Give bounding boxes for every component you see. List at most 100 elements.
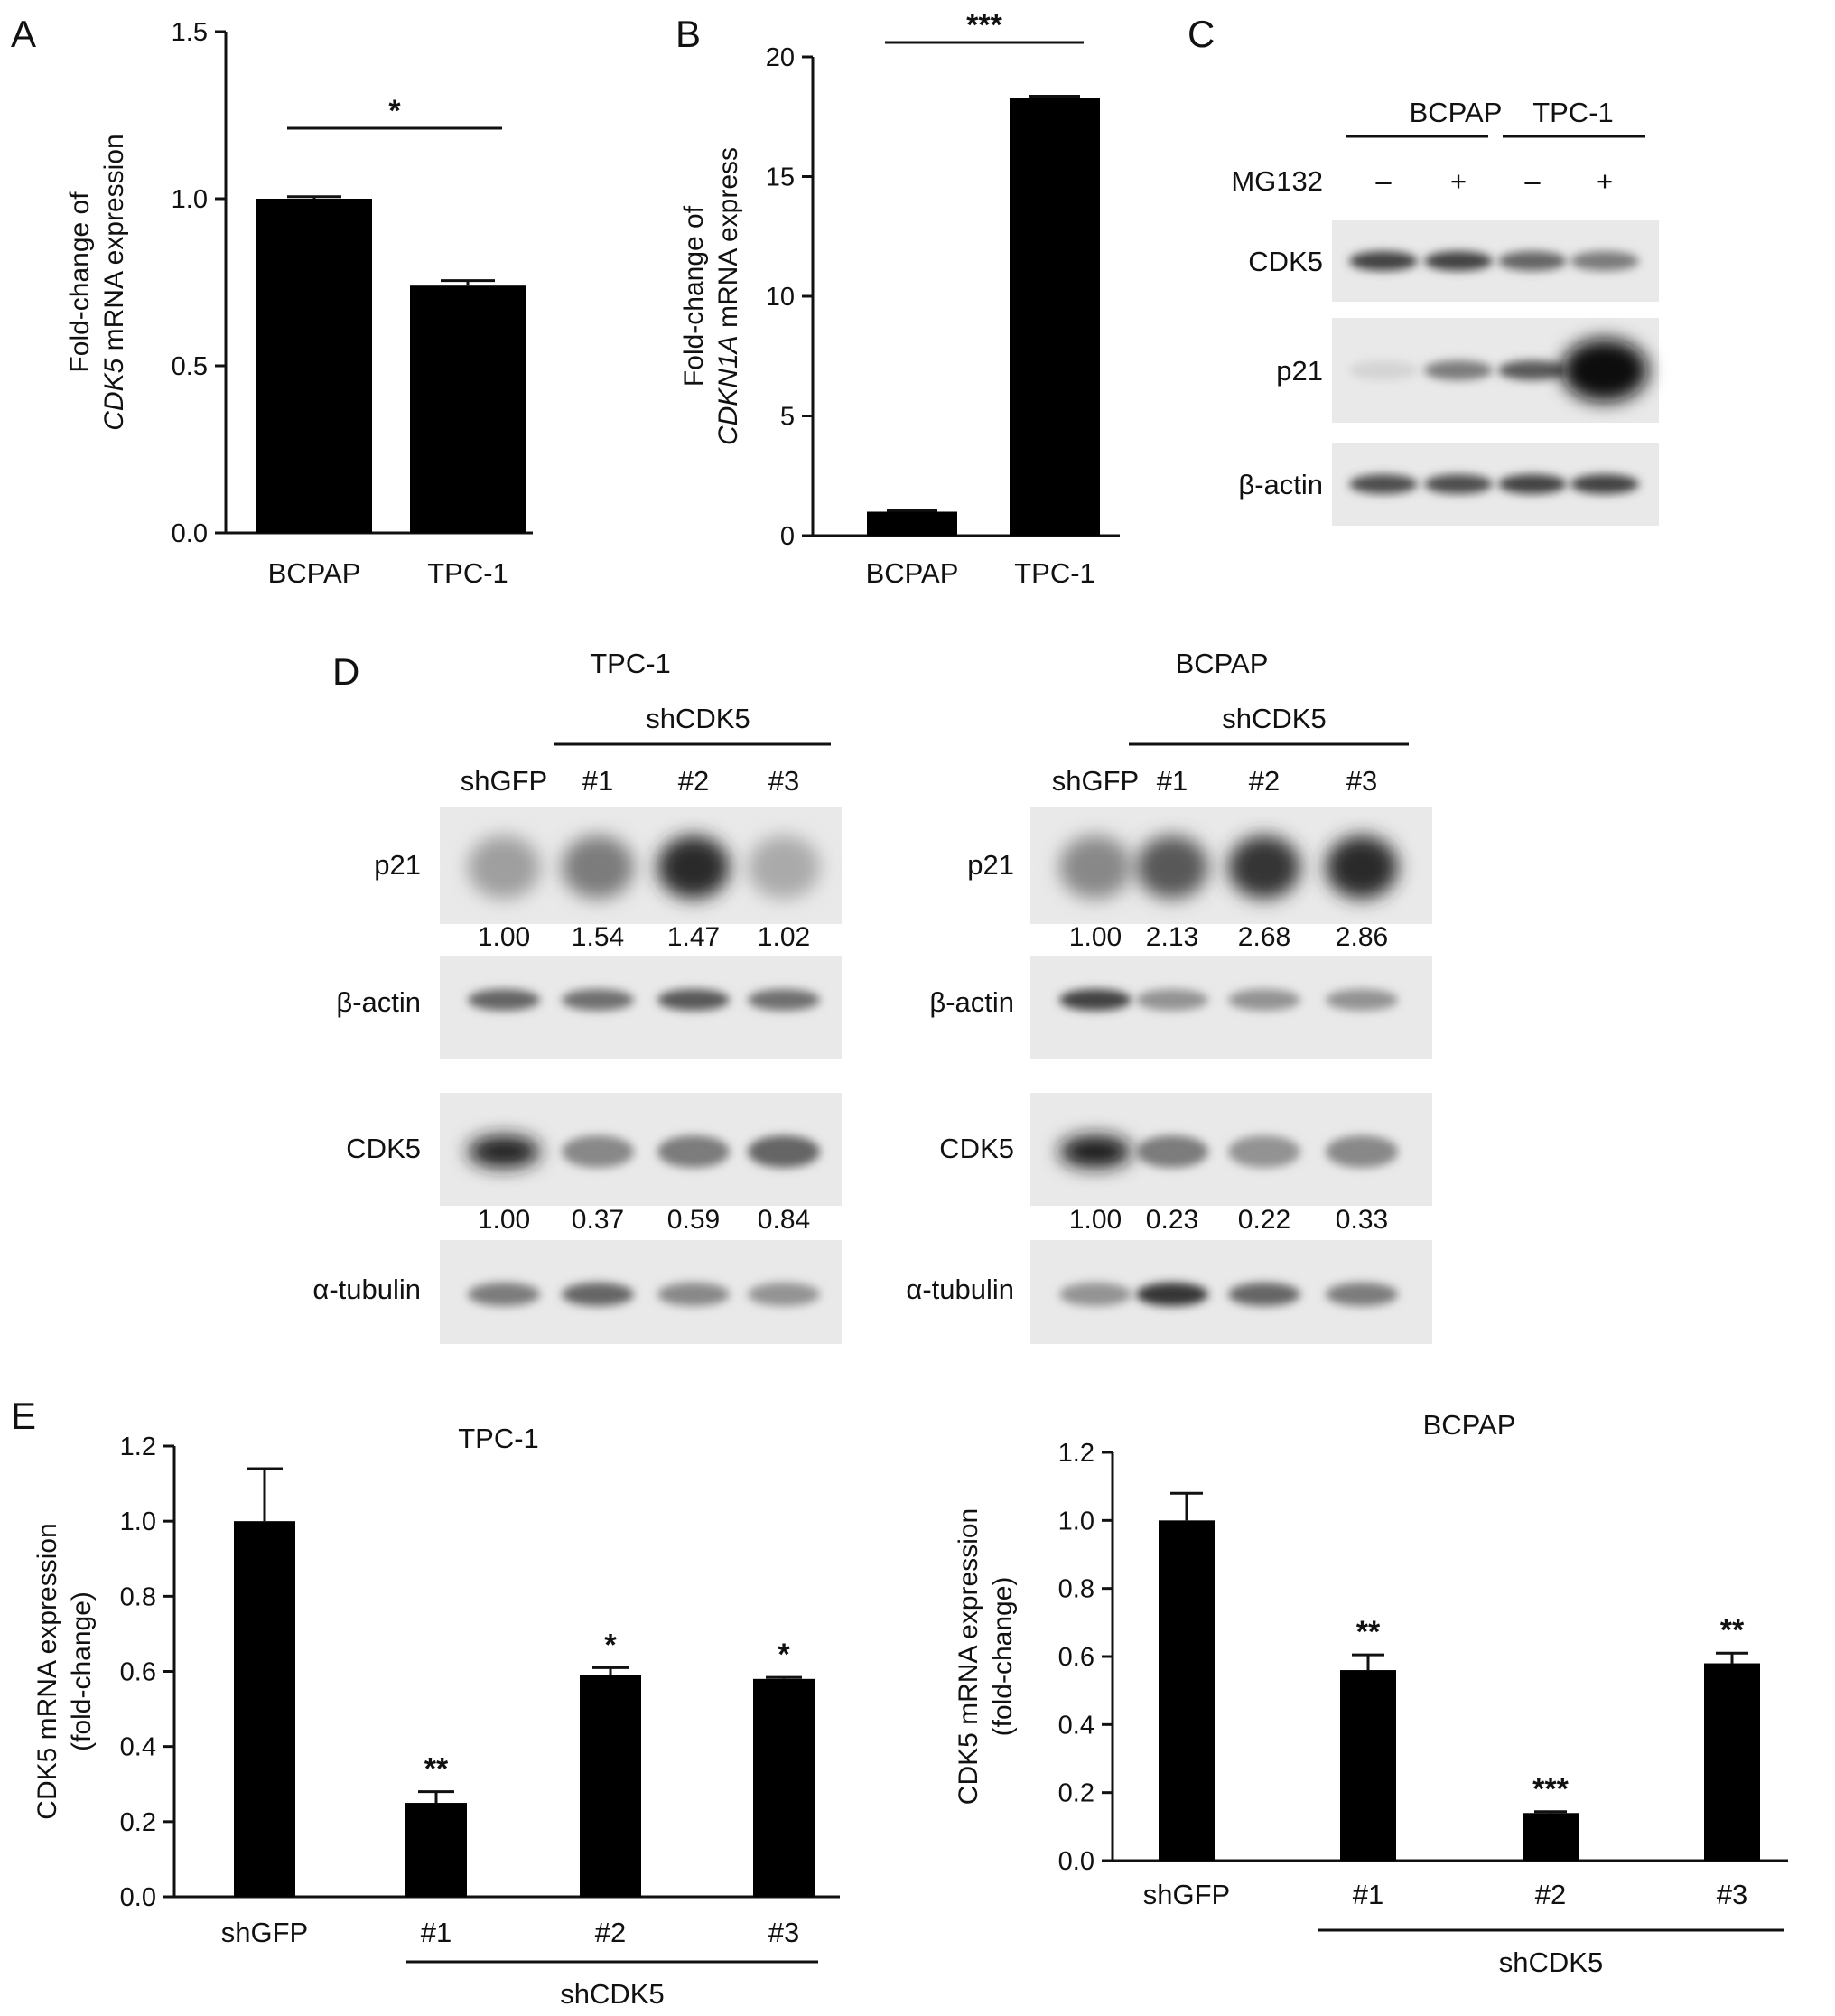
blot-d-tpc1-lane-label-3: #3 (768, 765, 799, 797)
chart-b-y-label-line1: Fold-change of (679, 205, 709, 387)
blot-c-band-1-1 (1424, 360, 1493, 380)
chart-e-right-bar-2 (1523, 1813, 1579, 1861)
blot-d-bcpap-p21-band-0 (1059, 835, 1132, 899)
panel-letter-a: A (11, 13, 36, 55)
blot-c-band-0-0 (1349, 251, 1418, 271)
blot-d-tpc1-p21-label: p21 (374, 849, 421, 881)
blot-d-bcpap-cdk5-label: CDK5 (939, 1133, 1014, 1164)
blot-d-tpc1-tubulin-band-0 (468, 1283, 540, 1306)
blot-d-tpc1-lane-label-2: #2 (678, 765, 709, 797)
blot-c-treatment-sign-2: – (1524, 165, 1541, 197)
chart-e-right-y-tick-label: 0.0 (1058, 1847, 1094, 1876)
blot-c-row-label-1: p21 (1276, 355, 1323, 387)
chart-b-category-label-1: TPC-1 (1014, 557, 1095, 589)
chart-e-right-significance-2: *** (1532, 1772, 1569, 1806)
chart-b-y-label-gene: CDKN1A (713, 335, 743, 445)
blot-c-group-label-1: TPC-1 (1532, 97, 1614, 128)
blot-d-tpc1-group-label: shCDK5 (646, 703, 750, 734)
blot-d-tpc1-p21-value-0: 1.00 (478, 922, 530, 952)
blot-d-bcpap-cdk5-band-3 (1326, 1135, 1398, 1168)
chart-a-y-label-gene: CDK5 (99, 358, 129, 430)
chart-e-right-category-label-3: #3 (1717, 1879, 1747, 1910)
chart-e-right-group-label: shCDK5 (1499, 1946, 1603, 1978)
blot-c-band-1-2 (1498, 360, 1567, 380)
chart-e-left-bar-2 (580, 1675, 641, 1897)
blot-d-bcpap-cdk5-band-1 (1136, 1135, 1208, 1168)
chart-e-left-y-tick-label: 0.8 (120, 1582, 156, 1611)
chart-e-right-y-tick-label: 0.8 (1058, 1575, 1094, 1604)
blot-d-tpc1-cdk5-value-2: 0.59 (667, 1205, 720, 1235)
chart-e-right-bar-3 (1704, 1663, 1760, 1861)
blot-d-tpc1-tubulin-band-3 (748, 1283, 820, 1306)
blot-d-tpc1-actin-band-2 (657, 989, 730, 1011)
chart-e-right-significance-1: ** (1356, 1615, 1381, 1649)
chart-e-left-y-tick-label: 1.0 (120, 1507, 156, 1536)
chart-b-y-label-rest: mRNA express (713, 147, 743, 335)
blot-d-tpc1-lane-label-0: shGFP (461, 765, 547, 797)
chart-b-bar-1 (1010, 98, 1100, 537)
blot-d-tpc1-p21-band-0 (468, 835, 540, 899)
blot-d-tpc1-lane-label-1: #1 (582, 765, 613, 797)
blot-c-band-0-3 (1570, 251, 1639, 271)
chart-e-left-significance-2: * (604, 1628, 617, 1662)
blot-d-tpc1-p21-band-1 (562, 835, 634, 899)
blot-c-group-label-0: BCPAP (1410, 97, 1503, 128)
blot-d-tpc1-p21-band-2 (657, 835, 730, 899)
blot-c-band-1-3 (1561, 339, 1648, 402)
panel-letter-d: D (332, 650, 359, 693)
blot-d-tpc1-cdk5-band-2 (657, 1135, 730, 1168)
blot-d-bcpap-lane-label-0: shGFP (1052, 765, 1139, 797)
blot-d-bcpap-tubulin-band-0 (1059, 1283, 1132, 1306)
blot-d-tpc1-p21-value-3: 1.02 (758, 922, 810, 952)
chart-e-left-bar-3 (753, 1678, 815, 1897)
chart-e-bcpap: 0.0 0.2 0.4 0.6 0.8 1.0 1.2 CDK5 mRNA expressio… (954, 1409, 1788, 1978)
blot-d-tpc1-p21-value-1: 1.54 (572, 922, 624, 952)
chart-b-y-label-line2: CDKN1A mRNA express (713, 147, 743, 445)
blot-d-bcpap-p21-value-2: 2.68 (1238, 922, 1290, 952)
chart-a-bar-0 (256, 199, 372, 533)
blot-d-bcpap-actin-label: β-actin (929, 986, 1014, 1018)
chart-e-left-y-tick-label: 0.6 (120, 1658, 156, 1687)
blot-d-tpc1-actin-label: β-actin (336, 986, 421, 1018)
blot-d-bcpap-tubulin-band-3 (1326, 1283, 1398, 1306)
blot-d-bcpap-group-label: shCDK5 (1222, 703, 1326, 734)
blot-d-bcpap-cdk5-value-1: 0.23 (1146, 1205, 1198, 1235)
blot-c-treatment-sign-1: + (1450, 165, 1467, 197)
chart-e-left-y-label-line1: CDK5 mRNA expression (33, 1523, 62, 1819)
chart-e-right-y-tick-label: 1.2 (1058, 1439, 1094, 1468)
blot-d-bcpap: BCPAP shCDK5 shGFP #1 #2 #3 p21 1.00 2.13 2.68 2.8… (906, 648, 1432, 1344)
blot-c-treatment-sign-3: + (1597, 165, 1613, 197)
blot-c-band-1-0 (1349, 360, 1418, 380)
panel-letter-e: E (11, 1395, 36, 1437)
blot-c-band-0-2 (1498, 251, 1567, 271)
blot-c-band-2-0 (1349, 474, 1418, 494)
chart-e-right-category-label-0: shGFP (1143, 1879, 1230, 1910)
blot-d-bcpap-actin-band-3 (1326, 989, 1398, 1011)
chart-e-right-y-tick-label: 1.0 (1058, 1507, 1094, 1535)
blot-d-tpc1-p21-band-3 (748, 835, 820, 899)
blot-d-bcpap-tubulin-band-2 (1228, 1283, 1300, 1306)
blot-d-bcpap-cdk5-value-3: 0.33 (1336, 1205, 1388, 1235)
blot-c-band-0-1 (1424, 251, 1493, 271)
chart-e-left-group-label: shCDK5 (560, 1978, 664, 2010)
blot-d-bcpap-p21-label: p21 (967, 849, 1014, 881)
blot-d-bcpap-actin-band-2 (1228, 989, 1300, 1011)
chart-e-left-bar-1 (405, 1803, 467, 1897)
blot-d-tpc1-actin-band-0 (468, 989, 540, 1011)
blot-d-tpc1-actin-band-3 (748, 989, 820, 1011)
blot-d-tpc1-cdk5-label: CDK5 (346, 1133, 421, 1164)
chart-b-bar-0 (867, 511, 957, 536)
chart-e-left-category-label-1: #1 (421, 1917, 452, 1948)
blot-c-band-2-2 (1498, 474, 1567, 494)
blot-d-tpc1: TPC-1 shCDK5 shGFP #1 #2 #3 p21 1.00 1.54 1.47 1.0… (312, 648, 842, 1344)
chart-e-left-category-label-3: #3 (768, 1917, 799, 1948)
chart-e-right-bar-1 (1340, 1670, 1396, 1861)
blot-d-bcpap-cdk5-value-2: 0.22 (1238, 1205, 1290, 1235)
blot-d-tpc1-cdk5-value-0: 1.00 (478, 1205, 530, 1235)
chart-b-category-label-0: BCPAP (866, 557, 959, 589)
chart-e-right-y-tick-label: 0.6 (1058, 1643, 1094, 1672)
chart-e-left-y-tick-label: 0.0 (120, 1883, 156, 1912)
blot-c-row-label-2: β-actin (1238, 469, 1323, 500)
